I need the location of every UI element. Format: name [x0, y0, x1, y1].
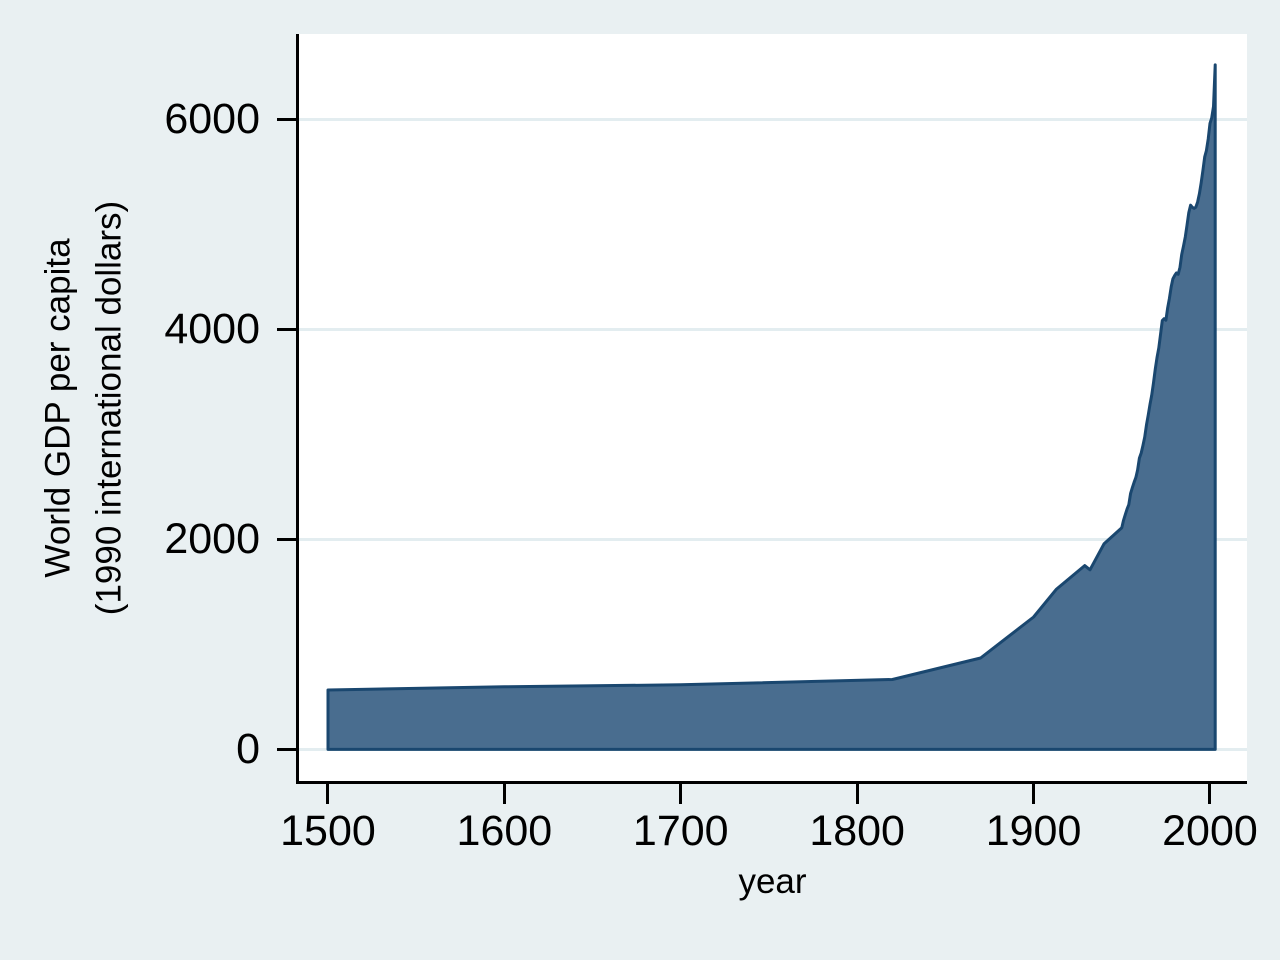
y-tick-0	[277, 747, 297, 751]
x-tick-label-2000: 2000	[1162, 807, 1258, 855]
x-tick-1600	[502, 784, 506, 804]
y-tick-label-0: 0	[236, 725, 260, 774]
x-axis-line	[296, 781, 1247, 784]
x-axis-title: year	[738, 862, 807, 901]
gdp-area-series	[326, 63, 1217, 751]
x-tick-label-1900: 1900	[985, 807, 1082, 855]
x-tick-1700	[679, 784, 683, 804]
x-tick-1500	[326, 784, 330, 804]
y-tick-2000	[277, 537, 297, 541]
y-gridline-4000	[298, 327, 1247, 331]
x-tick-2000	[1208, 784, 1212, 804]
y-tick-4000	[277, 327, 297, 331]
y-axis-title-line-1: World GDP per capita	[38, 238, 78, 578]
plot-area	[298, 34, 1247, 782]
y-tick-label-2000: 2000	[164, 515, 260, 564]
x-tick-label-1800: 1800	[809, 807, 905, 855]
y-gridline-6000	[298, 117, 1247, 121]
y-tick-6000	[277, 117, 297, 121]
y-axis-title: World GDP per capita (1990 international…	[33, 201, 135, 615]
y-tick-label-6000: 6000	[164, 95, 260, 144]
y-axis-line	[296, 34, 299, 783]
x-tick-1900	[1032, 784, 1036, 804]
x-tick-label-1500: 1500	[280, 807, 376, 855]
x-tick-label-1700: 1700	[632, 807, 729, 855]
y-axis-title-line-2: (1990 international dollars)	[89, 200, 128, 616]
y-gridline-2000	[298, 537, 1247, 541]
x-tick-1800	[855, 784, 859, 804]
x-tick-label-1600: 1600	[456, 807, 553, 855]
y-tick-label-4000: 4000	[164, 305, 260, 354]
world-gdp-area-polygon	[326, 63, 1217, 751]
